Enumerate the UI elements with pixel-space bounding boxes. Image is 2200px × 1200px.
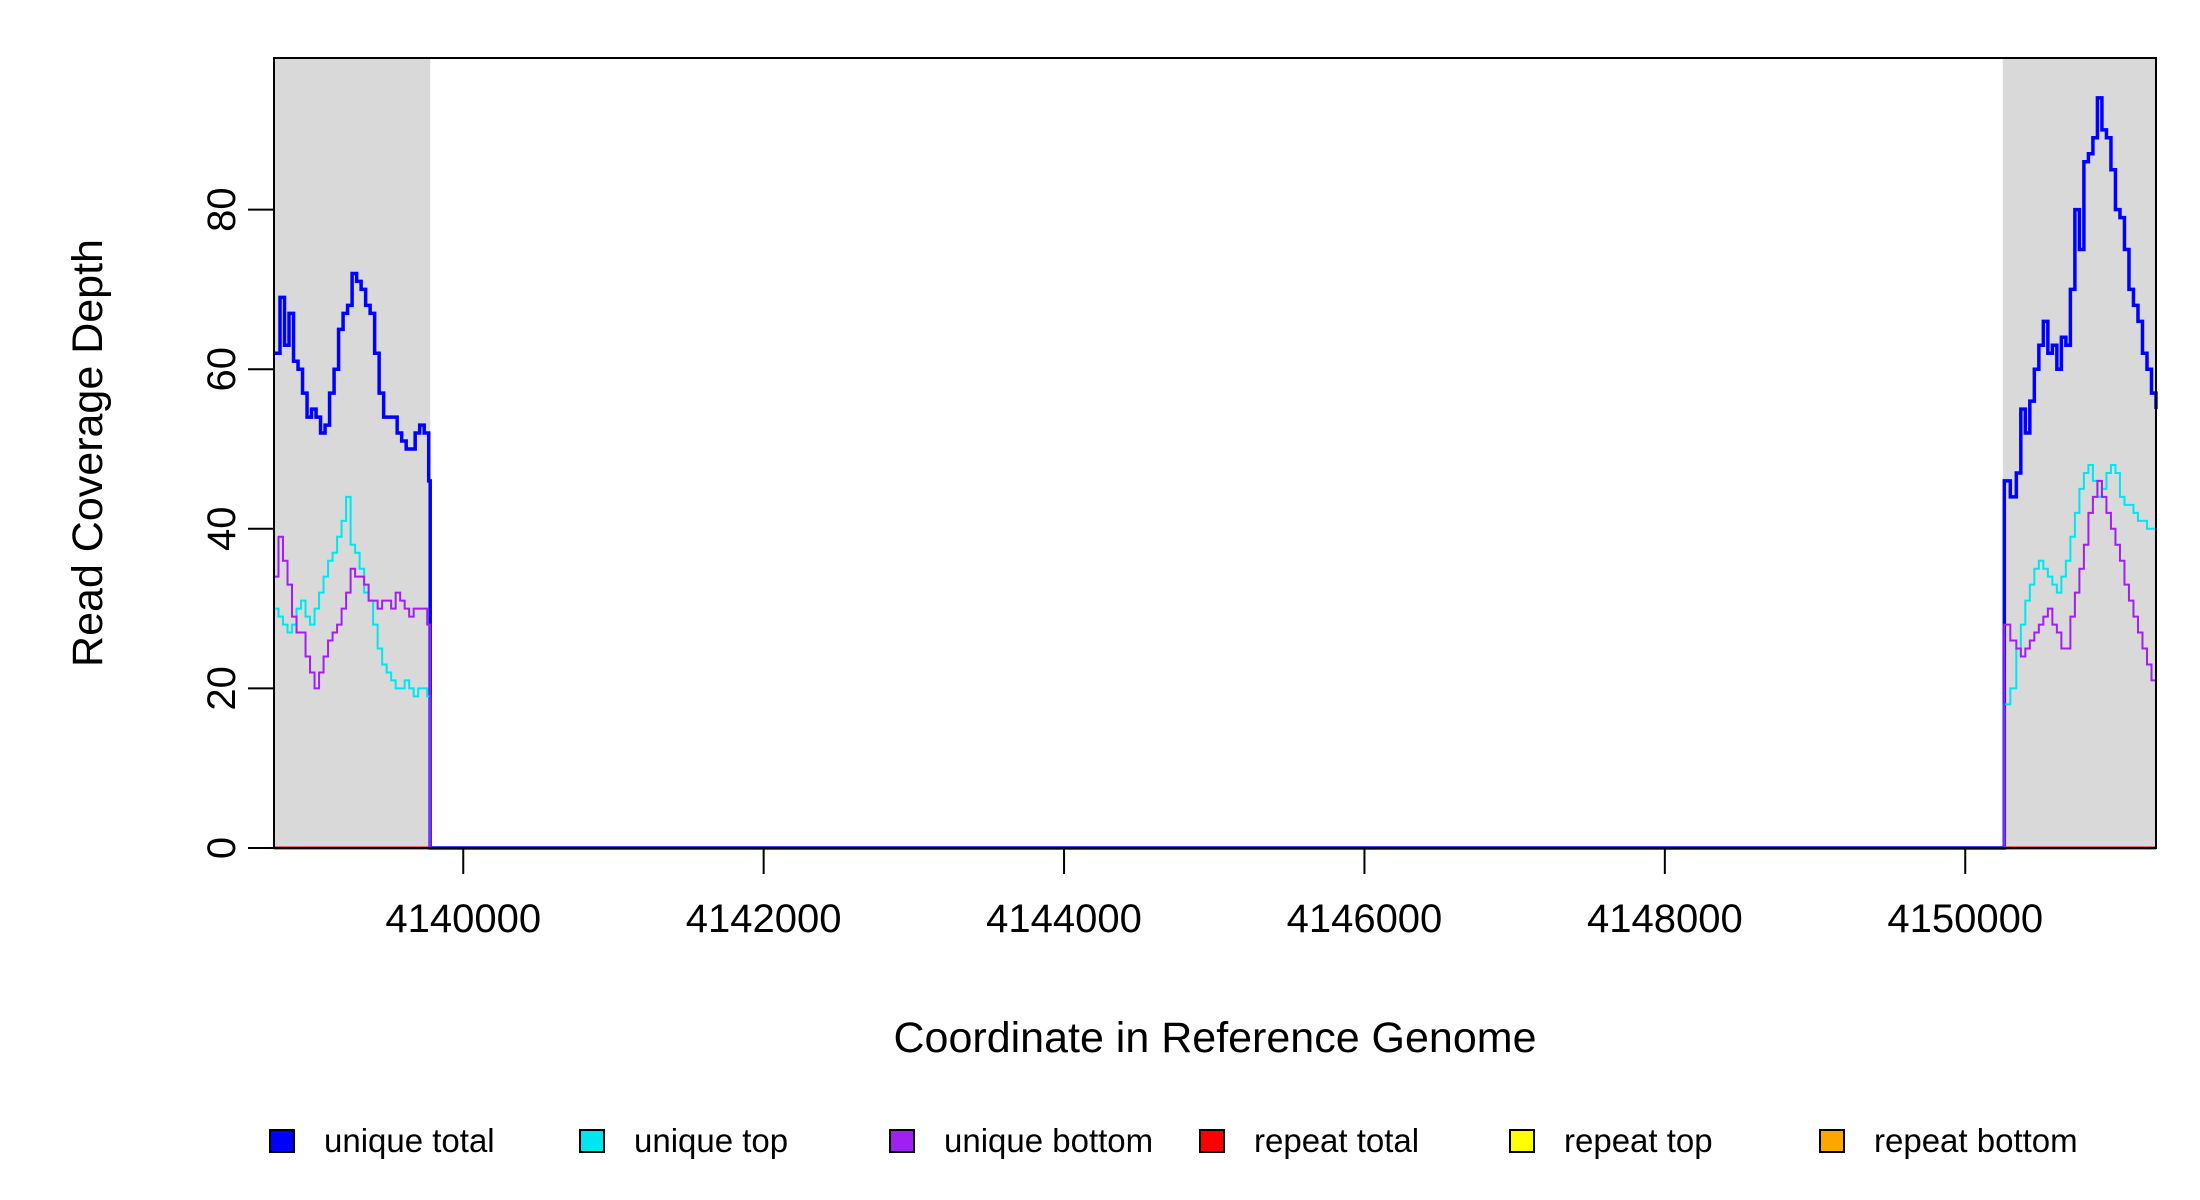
legend-item-unique-total: unique total — [269, 1122, 495, 1159]
shaded-region-1 — [274, 58, 431, 848]
x-tick-label: 4150000 — [1887, 897, 2043, 941]
x-axis-title: Coordinate in Reference Genome — [894, 1014, 1537, 1062]
y-tick-label: 40 — [200, 507, 244, 552]
x-tick-label: 4144000 — [986, 897, 1142, 941]
shaded-regions — [274, 58, 2156, 848]
legend-item-repeat-bottom: repeat bottom — [1819, 1122, 2078, 1159]
legend-item-repeat-total: repeat total — [1199, 1122, 1419, 1159]
y-tick-label: 20 — [200, 666, 244, 711]
series-line-unique-total — [274, 96, 2158, 850]
legend-swatch — [1819, 1129, 1845, 1153]
legend-label: repeat total — [1254, 1122, 1419, 1159]
y-axis: 0 20 40 60 80 — [200, 187, 274, 859]
series-line-unique-bottom — [274, 479, 2157, 849]
legend-swatch — [579, 1129, 605, 1153]
shaded-region-2 — [2002, 58, 2156, 848]
y-tick-label: 60 — [200, 347, 244, 392]
legend-item-unique-bottom: unique bottom — [889, 1122, 1153, 1159]
plot-frame — [273, 57, 2157, 849]
legend-swatch — [269, 1129, 295, 1153]
legend: unique total unique top unique bottom repea… — [269, 1122, 2078, 1159]
x-axis: 4140000 4142000 4144000 4146000 4148000 41500… — [385, 848, 2043, 941]
legend-label: unique total — [324, 1122, 495, 1159]
legend-swatch — [1199, 1129, 1225, 1153]
y-tick-label: 80 — [200, 187, 244, 232]
legend-item-repeat-top: repeat top — [1509, 1122, 1713, 1159]
y-axis-title: Read Coverage Depth — [64, 239, 112, 667]
legend-label: repeat top — [1564, 1122, 1713, 1159]
legend-label: unique top — [634, 1122, 788, 1159]
x-tick-label: 4142000 — [686, 897, 842, 941]
legend-label: repeat bottom — [1874, 1122, 2078, 1159]
y-tick-label: 0 — [200, 837, 244, 859]
legend-item-unique-top: unique top — [579, 1122, 788, 1159]
x-tick-label: 4148000 — [1587, 897, 1743, 941]
series-lines — [274, 96, 2158, 850]
legend-swatch — [889, 1129, 915, 1153]
legend-label: unique bottom — [944, 1122, 1153, 1159]
legend-swatch — [1509, 1129, 1535, 1153]
series-line-unique-top — [274, 463, 2157, 849]
x-tick-label: 4140000 — [385, 897, 541, 941]
x-tick-label: 4146000 — [1287, 897, 1443, 941]
